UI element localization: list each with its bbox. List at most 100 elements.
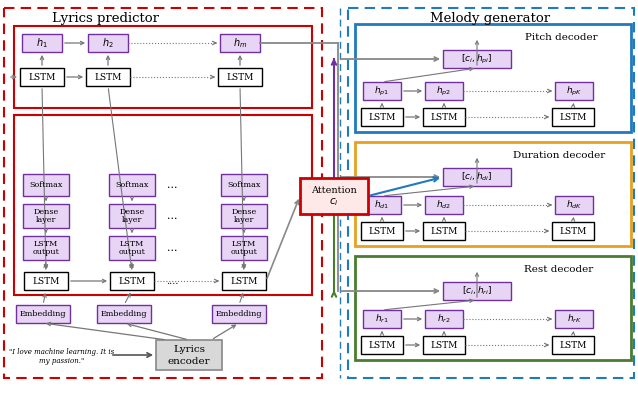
Bar bbox=[14, 26, 312, 108]
Bar bbox=[355, 256, 631, 360]
Text: $[c_i, h_{di}]$: $[c_i, h_{di}]$ bbox=[461, 171, 493, 183]
Text: Melody generator: Melody generator bbox=[430, 11, 550, 24]
Bar bbox=[222, 272, 266, 290]
Bar bbox=[363, 310, 401, 328]
Text: LSTM: LSTM bbox=[232, 240, 256, 248]
Bar bbox=[355, 142, 631, 246]
Text: LSTM: LSTM bbox=[430, 227, 457, 236]
Text: LSTM: LSTM bbox=[560, 113, 587, 121]
Bar bbox=[23, 236, 69, 260]
Bar bbox=[24, 272, 68, 290]
Text: Duration decoder: Duration decoder bbox=[513, 151, 605, 160]
Bar bbox=[361, 336, 403, 354]
Bar bbox=[23, 204, 69, 228]
Text: $h_{d2}$: $h_{d2}$ bbox=[436, 199, 452, 211]
Text: "I love machine learning. It is: "I love machine learning. It is bbox=[10, 348, 115, 356]
Text: $h_2$: $h_2$ bbox=[102, 36, 114, 50]
Text: LSTM: LSTM bbox=[430, 340, 457, 349]
Bar bbox=[4, 8, 322, 378]
Bar bbox=[363, 196, 401, 214]
Text: layer: layer bbox=[122, 216, 142, 224]
Bar bbox=[443, 282, 511, 300]
Bar bbox=[423, 222, 465, 240]
Text: LSTM: LSTM bbox=[368, 227, 396, 236]
Text: $h_1$: $h_1$ bbox=[36, 36, 48, 50]
Text: Attention: Attention bbox=[311, 186, 357, 195]
Text: Dense: Dense bbox=[33, 208, 59, 216]
Text: LSTM: LSTM bbox=[560, 227, 587, 236]
Text: $c_i$: $c_i$ bbox=[329, 196, 339, 208]
Bar bbox=[361, 108, 403, 126]
Text: output: output bbox=[33, 248, 59, 256]
Text: ...: ... bbox=[167, 243, 177, 253]
Text: Embedding: Embedding bbox=[20, 310, 66, 318]
Text: $h_{d1}$: $h_{d1}$ bbox=[375, 199, 390, 211]
Text: $h_{r2}$: $h_{r2}$ bbox=[437, 313, 451, 325]
Bar bbox=[555, 82, 593, 100]
Bar bbox=[348, 8, 634, 378]
Bar bbox=[355, 24, 631, 132]
Text: LSTM: LSTM bbox=[34, 240, 58, 248]
Text: output: output bbox=[230, 248, 258, 256]
Text: Softmax: Softmax bbox=[29, 181, 63, 189]
Bar bbox=[109, 236, 155, 260]
Bar bbox=[361, 222, 403, 240]
Bar bbox=[109, 204, 155, 228]
Bar bbox=[221, 204, 267, 228]
Text: encoder: encoder bbox=[168, 357, 211, 366]
Text: Lyrics predictor: Lyrics predictor bbox=[52, 11, 158, 24]
Bar bbox=[86, 68, 130, 86]
Bar bbox=[552, 108, 594, 126]
Text: LSTM: LSTM bbox=[226, 72, 254, 82]
Text: Dense: Dense bbox=[232, 208, 256, 216]
Bar bbox=[16, 305, 70, 323]
Bar bbox=[555, 310, 593, 328]
Text: $h_{pK}$: $h_{pK}$ bbox=[566, 84, 582, 98]
Bar bbox=[220, 34, 260, 52]
Text: $h_{p1}$: $h_{p1}$ bbox=[375, 84, 390, 98]
Bar bbox=[363, 82, 401, 100]
Text: LSTM: LSTM bbox=[33, 277, 60, 286]
Bar bbox=[212, 305, 266, 323]
Text: Embedding: Embedding bbox=[101, 310, 147, 318]
Bar bbox=[156, 340, 222, 370]
Text: $h_{r1}$: $h_{r1}$ bbox=[375, 313, 389, 325]
Bar bbox=[423, 336, 465, 354]
Text: Embedding: Embedding bbox=[216, 310, 262, 318]
Bar bbox=[552, 222, 594, 240]
Bar bbox=[425, 310, 463, 328]
Text: $h_{dK}$: $h_{dK}$ bbox=[566, 199, 582, 211]
Bar bbox=[425, 82, 463, 100]
Text: Pitch decoder: Pitch decoder bbox=[524, 32, 597, 41]
Bar bbox=[88, 34, 128, 52]
Bar bbox=[443, 168, 511, 186]
Bar bbox=[22, 34, 62, 52]
Text: layer: layer bbox=[234, 216, 254, 224]
Text: $[c_i, h_{pi}]$: $[c_i, h_{pi}]$ bbox=[461, 52, 493, 65]
Text: $[c_i, h_{ri}]$: $[c_i, h_{ri}]$ bbox=[462, 285, 492, 297]
Text: my passion.": my passion." bbox=[40, 357, 85, 365]
Bar bbox=[97, 305, 151, 323]
Text: LSTM: LSTM bbox=[118, 277, 145, 286]
Bar bbox=[14, 115, 312, 295]
Text: LSTM: LSTM bbox=[120, 240, 144, 248]
Text: LSTM: LSTM bbox=[430, 113, 457, 121]
Text: LSTM: LSTM bbox=[368, 113, 396, 121]
Text: output: output bbox=[119, 248, 145, 256]
Bar bbox=[221, 236, 267, 260]
Bar bbox=[443, 50, 511, 68]
Text: layer: layer bbox=[36, 216, 56, 224]
Text: Rest decoder: Rest decoder bbox=[524, 264, 593, 273]
Text: Dense: Dense bbox=[119, 208, 145, 216]
Bar bbox=[109, 174, 155, 196]
Bar bbox=[110, 272, 154, 290]
Bar bbox=[423, 108, 465, 126]
Text: ....: .... bbox=[166, 277, 178, 286]
Bar bbox=[218, 68, 262, 86]
Bar bbox=[552, 336, 594, 354]
Text: LSTM: LSTM bbox=[230, 277, 258, 286]
Text: $h_{rK}$: $h_{rK}$ bbox=[567, 313, 581, 325]
Text: LSTM: LSTM bbox=[94, 72, 122, 82]
Bar bbox=[20, 68, 64, 86]
Bar bbox=[23, 174, 69, 196]
